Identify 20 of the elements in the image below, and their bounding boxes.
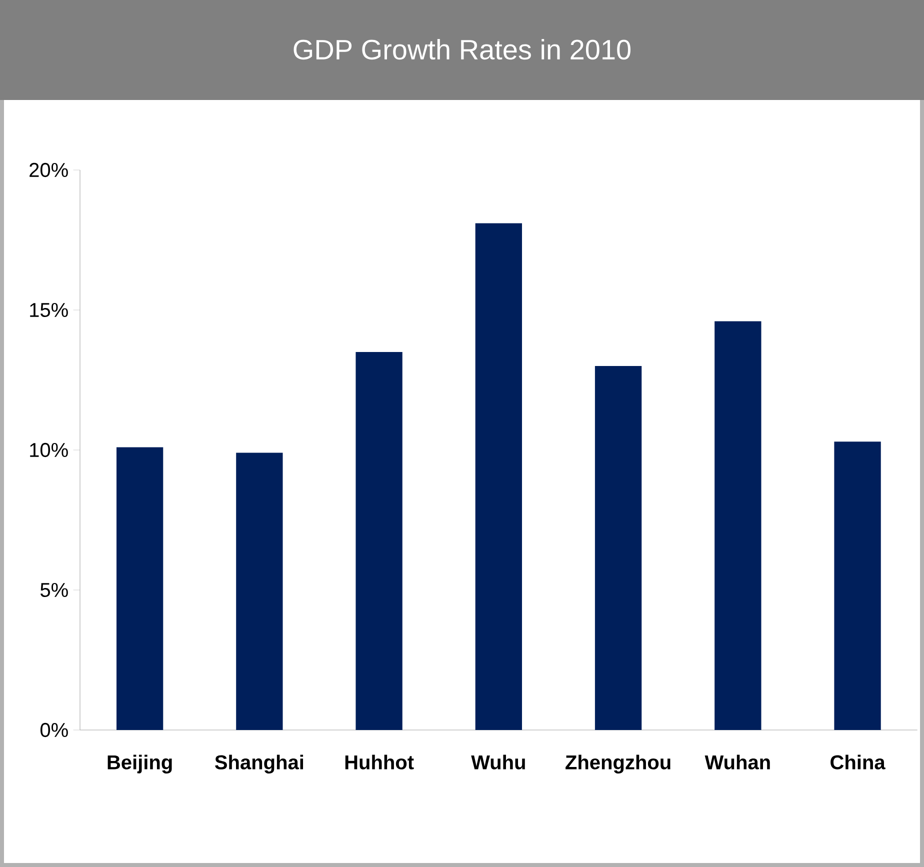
x-tick-label: Zhengzhou xyxy=(566,754,670,774)
x-tick-label: China xyxy=(830,754,886,770)
bar xyxy=(475,223,522,730)
bar xyxy=(834,442,881,730)
y-tick-label: 15% xyxy=(30,302,68,318)
x-tick-label: Shanghai xyxy=(215,754,304,774)
chart-title: GDP Growth Rates in 2010 xyxy=(294,39,630,60)
x-tick-label: Beijing xyxy=(108,754,172,774)
y-tick-label: 10% xyxy=(30,442,68,458)
y-tick-label: 20% xyxy=(30,162,68,178)
bar xyxy=(714,321,762,730)
x-tick-label: Wuhan xyxy=(704,754,770,770)
bar xyxy=(236,452,283,730)
bar xyxy=(594,366,642,730)
x-tick-label: Huhhot xyxy=(345,754,414,770)
x-tick-label: Wuhu xyxy=(471,754,525,770)
bar xyxy=(116,447,164,730)
y-tick-label: 5% xyxy=(40,582,68,598)
bar xyxy=(356,352,402,730)
y-tick-label: 0% xyxy=(40,722,68,738)
